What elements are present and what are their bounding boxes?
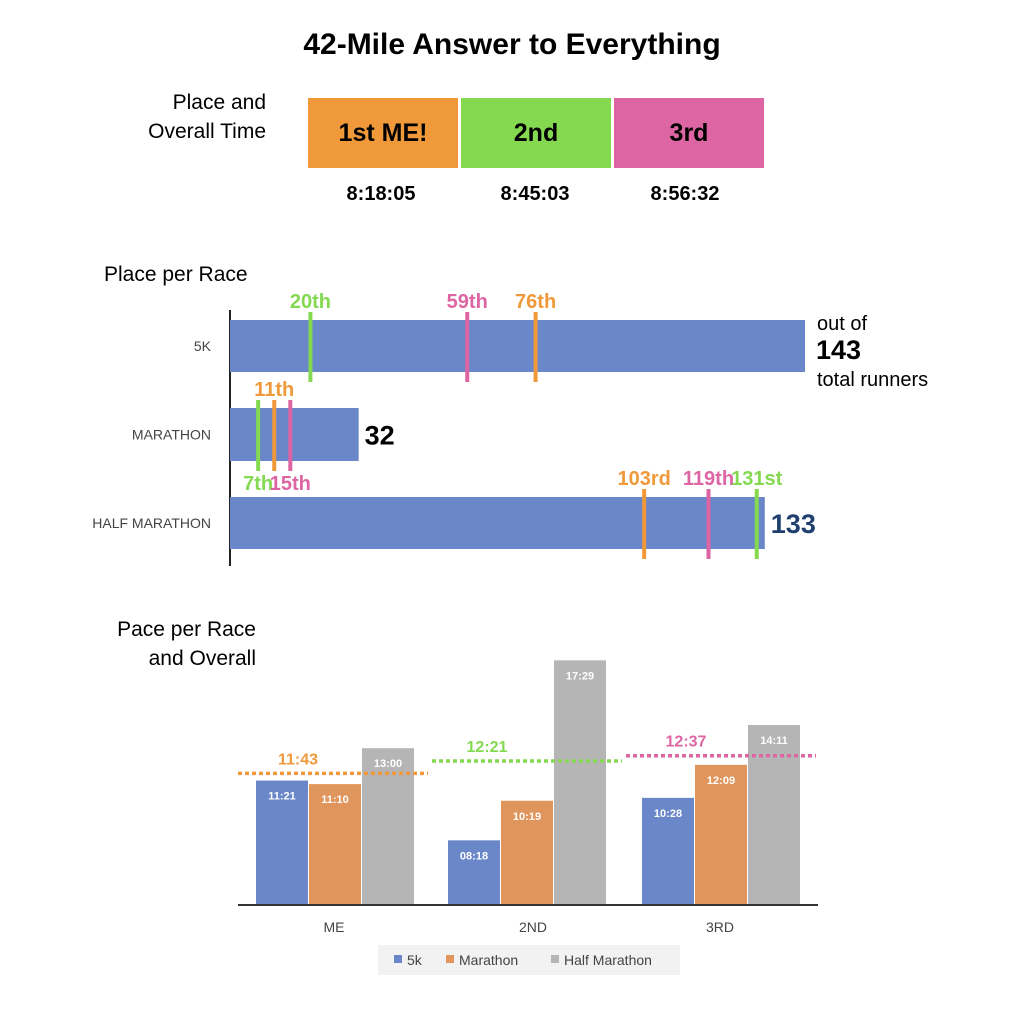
pace-bar — [256, 780, 308, 905]
legend-entry: 5k — [407, 952, 423, 968]
race-total-label: 32 — [365, 421, 395, 451]
pace-bar-label: 14:11 — [760, 735, 788, 747]
pace-bar-label: 17:29 — [566, 670, 594, 682]
pace-bar-label: 10:19 — [513, 811, 541, 823]
pace-bar-label: 08:18 — [460, 850, 488, 862]
pace-chart-title: Pace per Race and Overall — [60, 615, 256, 673]
second-place-time: 8:45:03 — [500, 183, 570, 205]
race-total-label: 133 — [771, 509, 816, 539]
pace-bar-label: 12:09 — [707, 775, 735, 787]
first-place-time: 8:18:05 — [346, 183, 416, 205]
race-place-marker — [256, 400, 261, 471]
total-note-above: out of — [817, 313, 867, 335]
overall-pace-label: 11:43 — [278, 751, 318, 768]
legend-entry: Marathon — [459, 952, 518, 968]
race-place-marker — [533, 312, 538, 382]
pace-bar-label: 13:00 — [374, 758, 402, 770]
pace-bar — [748, 725, 800, 905]
race-place-label: 11th — [254, 379, 294, 401]
race-place-label: 7th — [243, 473, 273, 495]
race-category-label: MARATHON — [132, 427, 211, 443]
pace-bar-label: 10:28 — [654, 808, 682, 820]
overall-pace-label: 12:21 — [467, 739, 508, 756]
third-place-time: 8:56:32 — [650, 183, 720, 205]
race-place-label: 59th — [447, 291, 488, 313]
race-place-marker — [754, 489, 759, 559]
legend-entry: Half Marathon — [564, 952, 652, 968]
pace-bar-label: 11:10 — [321, 794, 349, 806]
race-place-label: 20th — [290, 291, 331, 313]
legend-swatch — [551, 955, 559, 963]
pace-bar-label: 11:21 — [268, 791, 296, 803]
legend-swatch — [446, 955, 454, 963]
race-place-marker — [272, 400, 277, 471]
race-category-label: 5K — [194, 338, 212, 354]
pace-per-race-chart: 11:21 08:18 10:28 11:10 10:19 12:09 13:00 17:29… — [238, 660, 818, 975]
place-label-line2: Overall Time — [148, 120, 266, 143]
pace-bar — [642, 797, 694, 905]
pace-category-label: ME — [324, 919, 345, 935]
race-place-label: 131st — [731, 468, 782, 490]
legend-swatch — [394, 955, 402, 963]
race-bar — [230, 497, 765, 549]
place-per-race-title: Place per Race — [104, 263, 248, 286]
race-place-marker — [706, 489, 711, 559]
second-place-box: 2nd — [461, 98, 611, 168]
pace-bar — [309, 784, 361, 905]
pace-category-label: 3RD — [706, 919, 734, 935]
place-section-label: Place and Overall Time — [100, 88, 266, 146]
pace-bar — [554, 660, 606, 905]
overall-pace-label: 12:37 — [666, 734, 707, 751]
race-place-label: 76th — [515, 291, 556, 313]
race-total-label: 143 — [816, 335, 861, 365]
race-place-label: 119th — [683, 468, 734, 490]
race-bar — [230, 408, 359, 461]
race-place-marker — [642, 489, 647, 559]
first-place-box: 1st ME! — [308, 98, 458, 168]
race-place-label: 103rd — [617, 468, 670, 490]
pace-title-line2: and Overall — [148, 647, 256, 670]
pace-bar — [695, 764, 747, 905]
third-place-box: 3rd — [614, 98, 764, 168]
race-place-marker — [465, 312, 470, 382]
total-note-below: total runners — [817, 369, 928, 391]
race-place-marker — [288, 400, 293, 471]
race-category-label: HALF MARATHON — [92, 515, 211, 531]
race-place-label: 15th — [270, 473, 311, 495]
pace-bar — [501, 800, 553, 905]
race-place-marker — [308, 312, 313, 382]
pace-legend — [378, 945, 680, 975]
pace-bar — [448, 840, 500, 905]
place-label-line1: Place and — [172, 91, 266, 114]
page-title: 42-Mile Answer to Everything — [303, 28, 721, 61]
pace-category-label: 2ND — [519, 919, 547, 935]
race-bar — [230, 320, 805, 372]
pace-title-line1: Pace per Race — [117, 618, 256, 641]
